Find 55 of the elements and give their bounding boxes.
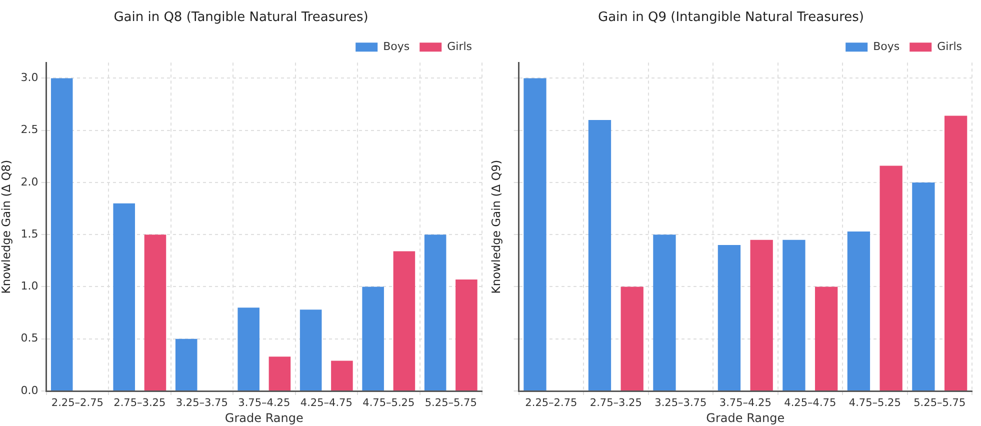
bar bbox=[331, 360, 353, 390]
bar bbox=[300, 310, 322, 390]
bar bbox=[588, 120, 612, 390]
y-tick-label: 1.0 bbox=[20, 280, 38, 293]
y-tick-label: 3.0 bbox=[20, 71, 38, 84]
bar bbox=[456, 279, 478, 390]
x-tick-label: 4.25–4.75 bbox=[784, 397, 836, 410]
y-tick-label: 0.0 bbox=[20, 384, 38, 397]
x-tick-label: 3.25–3.75 bbox=[654, 397, 707, 410]
x-tick-label: 4.75–5.25 bbox=[848, 397, 901, 410]
x-tick-label: 4.75–5.25 bbox=[362, 397, 415, 410]
chart-title: Gain in Q9 (Intangible Natural Treasures) bbox=[598, 10, 864, 26]
bar bbox=[50, 78, 73, 390]
bar bbox=[847, 231, 870, 390]
bar bbox=[880, 166, 902, 390]
y-axis-title: Knowledge Gain (Δ Q8) bbox=[0, 160, 13, 294]
legend-label: Girls bbox=[937, 40, 962, 53]
x-tick-label: 3.75–4.25 bbox=[238, 397, 290, 410]
x-tick-label: 5.25–5.75 bbox=[424, 397, 477, 410]
bar bbox=[393, 251, 416, 390]
y-tick-label: 1.5 bbox=[20, 227, 38, 240]
bar bbox=[362, 286, 384, 390]
bar bbox=[750, 240, 773, 390]
y-tick-label: 2.0 bbox=[20, 175, 38, 188]
x-tick-label: 2.75–3.25 bbox=[590, 397, 642, 410]
legend-label: Boys bbox=[873, 40, 900, 53]
x-axis-title: Grade Range bbox=[224, 410, 304, 425]
legend-label: Boys bbox=[383, 40, 410, 53]
y-axis-title: Knowledge Gain (Δ Q9) bbox=[488, 160, 503, 294]
bar bbox=[815, 286, 838, 390]
bar bbox=[620, 286, 644, 390]
x-tick-label: 2.75–3.25 bbox=[114, 397, 166, 410]
x-tick-label: 5.25–5.75 bbox=[914, 397, 966, 410]
x-tick-label: 4.25–4.75 bbox=[300, 397, 352, 410]
chart-title: Gain in Q8 (Tangible Natural Treasures) bbox=[114, 10, 368, 26]
bar bbox=[944, 116, 968, 390]
bar bbox=[268, 356, 291, 390]
bar bbox=[718, 245, 741, 390]
bar bbox=[782, 240, 806, 390]
bar bbox=[424, 234, 446, 390]
y-tick-label: 2.5 bbox=[20, 123, 38, 136]
bar bbox=[175, 338, 198, 390]
x-tick-label: 3.25–3.75 bbox=[176, 397, 228, 410]
x-tick-label: 2.25–2.75 bbox=[525, 397, 578, 410]
x-tick-label: 3.75–4.25 bbox=[719, 397, 772, 410]
bar bbox=[912, 182, 935, 390]
y-tick-label: 0.5 bbox=[20, 332, 38, 345]
bar bbox=[113, 203, 135, 390]
bar bbox=[238, 308, 260, 390]
bar bbox=[653, 234, 676, 390]
x-tick-label: 2.25–2.75 bbox=[51, 397, 104, 410]
legend-label: Girls bbox=[447, 40, 472, 53]
bar bbox=[524, 78, 546, 390]
bar bbox=[144, 234, 166, 390]
x-axis-title: Grade Range bbox=[706, 410, 785, 425]
